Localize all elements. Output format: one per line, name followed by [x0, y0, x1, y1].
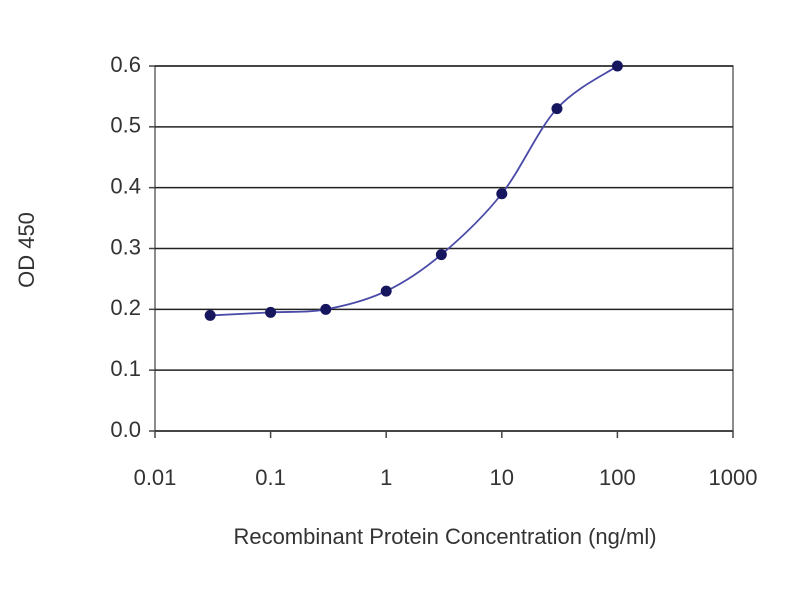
y-tick-label: 0.3 — [110, 234, 141, 259]
fit-curve — [210, 65, 618, 317]
data-point — [204, 309, 216, 321]
data-point — [551, 103, 563, 115]
x-tick-label: 0.01 — [134, 465, 177, 490]
x-tick-label: 1 — [380, 465, 392, 490]
data-point — [265, 306, 277, 318]
data-point — [380, 285, 392, 297]
y-tick-label: 0.5 — [110, 113, 141, 138]
data-point — [435, 249, 447, 261]
data-point — [496, 188, 508, 200]
x-tick-label: 10 — [490, 465, 514, 490]
data-point — [611, 60, 623, 72]
x-tick-label: 0.1 — [255, 465, 286, 490]
data-point — [320, 303, 332, 315]
y-tick-label: 0.2 — [110, 295, 141, 320]
x-tick-label: 100 — [599, 465, 636, 490]
y-axis-label: OD 450 — [14, 212, 39, 288]
y-tick-label: 0.0 — [110, 417, 141, 442]
x-tick-label: 1000 — [709, 465, 758, 490]
x-axis-label: Recombinant Protein Concentration (ng/ml… — [233, 524, 656, 549]
y-tick-label: 0.6 — [110, 52, 141, 77]
y-tick-label: 0.1 — [110, 356, 141, 381]
y-tick-label: 0.4 — [110, 173, 141, 198]
